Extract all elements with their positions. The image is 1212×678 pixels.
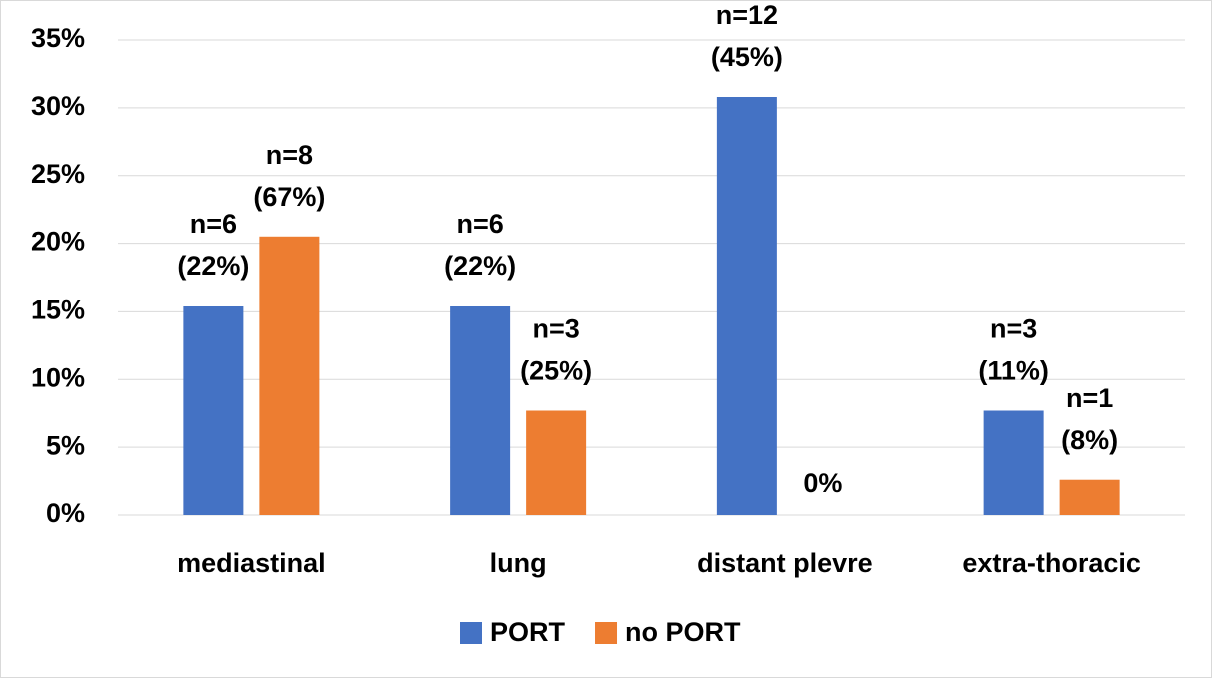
data-label: n=3 [990,314,1037,344]
data-label: n=3 [532,314,579,344]
data-label: n=1 [1066,383,1113,413]
bar [259,236,320,516]
data-label: n=8 [266,140,313,170]
bar [983,410,1044,515]
bar [450,306,511,515]
y-tick-label: 15% [31,295,85,325]
y-tick-label: 25% [31,159,85,189]
legend-swatch [460,622,482,644]
y-tick-label: 10% [31,362,85,392]
bar [526,410,587,515]
y-tick-label: 20% [31,227,85,257]
x-tick-label: lung [490,548,547,578]
data-label: n=6 [190,209,237,239]
data-label: (22%) [444,251,516,281]
legend-swatch [595,622,618,644]
legend-label: PORT [490,617,566,647]
data-label: (67%) [253,182,325,212]
data-label: (22%) [177,251,249,281]
bar [716,97,777,515]
data-label: (8%) [1061,425,1118,455]
x-tick-label: distant plevre [697,548,873,578]
data-label: n=6 [456,209,503,239]
bar [1059,479,1120,515]
data-label: 0% [803,468,842,498]
data-label: n=12 [716,0,778,30]
y-tick-label: 30% [31,91,85,121]
x-tick-label: mediastinal [177,548,326,578]
data-label: (25%) [520,356,592,386]
data-label: (11%) [978,356,1049,386]
y-tick-label: 5% [46,430,85,460]
y-tick-label: 35% [31,23,85,53]
data-label: (45%) [711,42,783,72]
x-tick-label: extra-thoracic [962,548,1141,578]
legend-label: no PORT [625,617,741,647]
bar [183,306,244,515]
y-tick-label: 0% [46,498,85,528]
